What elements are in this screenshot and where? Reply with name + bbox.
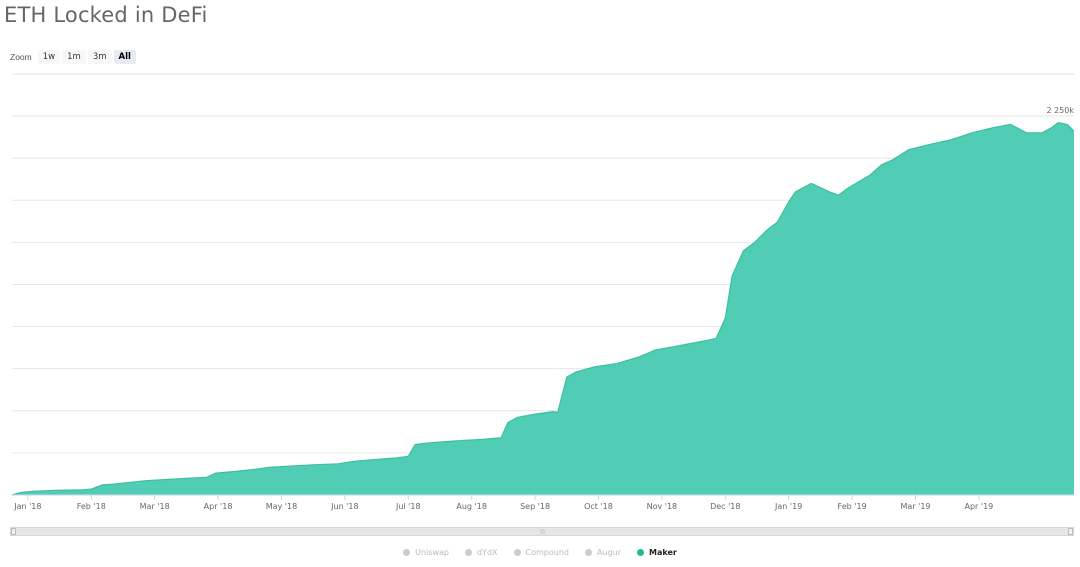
x-tick-label: Nov '18 xyxy=(647,502,678,511)
zoom-1w-button[interactable]: 1w xyxy=(37,50,61,64)
legend-dot-icon xyxy=(513,549,521,556)
x-tick-label: Feb '19 xyxy=(838,502,867,511)
zoom-all-button[interactable]: All xyxy=(113,50,136,64)
x-tick-label: Jan '18 xyxy=(13,502,41,511)
x-tick-label: Dec '18 xyxy=(710,502,740,511)
navigator-grip-icon[interactable] xyxy=(540,529,545,534)
x-tick-label: Jan '19 xyxy=(774,502,802,511)
legend-item-compound[interactable]: Compound xyxy=(513,548,569,557)
legend-item-uniswap[interactable]: Uniswap xyxy=(403,548,449,557)
chart-title: ETH Locked in DeFi xyxy=(4,3,208,27)
legend-label: Augur xyxy=(597,548,621,557)
x-tick-label: Mar '18 xyxy=(140,502,170,511)
navigator-right-handle[interactable] xyxy=(1068,528,1073,535)
zoom-toolbar: Zoom 1w 1m 3m All xyxy=(10,50,136,64)
legend-label: Uniswap xyxy=(415,548,449,557)
x-tick-label: Jul '18 xyxy=(395,502,421,511)
x-tick-label: Apr '18 xyxy=(204,502,233,511)
legend-dot-icon xyxy=(465,549,472,556)
x-tick-label: Feb '18 xyxy=(77,502,106,511)
x-tick-label: Sep '18 xyxy=(520,502,550,511)
range-navigator[interactable] xyxy=(10,527,1074,536)
legend-item-dydx[interactable]: dYdX xyxy=(465,548,498,557)
legend-label: Compound xyxy=(525,548,569,557)
series-line-maker xyxy=(11,122,1075,496)
zoom-3m-button[interactable]: 3m xyxy=(87,50,112,64)
x-tick-label: Aug '18 xyxy=(456,502,487,511)
navigator-left-handle[interactable] xyxy=(11,528,16,535)
area-chart: 0250k500k750k1 000k1 250k1 500k1 750k2 0… xyxy=(11,73,1075,511)
legend-dot-icon xyxy=(636,549,644,556)
y-tick-label: 2 250k xyxy=(1046,106,1074,115)
legend-item-augur[interactable]: Augur xyxy=(585,548,621,557)
x-tick-label: Jun '18 xyxy=(330,502,358,511)
x-tick-label: May '18 xyxy=(266,502,297,511)
zoom-1m-button[interactable]: 1m xyxy=(62,50,86,64)
legend: Uniswap dYdX Compound Augur Maker xyxy=(0,548,1080,557)
zoom-label: Zoom xyxy=(10,52,32,62)
legend-dot-icon xyxy=(585,549,592,556)
legend-item-maker[interactable]: Maker xyxy=(636,548,677,557)
x-tick-label: Mar '19 xyxy=(900,502,930,511)
legend-label: dYdX xyxy=(477,548,498,557)
legend-dot-icon xyxy=(403,549,411,556)
series-area-maker xyxy=(12,122,1074,495)
x-tick-label: Oct '18 xyxy=(584,502,613,511)
legend-label: Maker xyxy=(648,548,677,557)
x-tick-label: Apr '19 xyxy=(965,502,994,511)
